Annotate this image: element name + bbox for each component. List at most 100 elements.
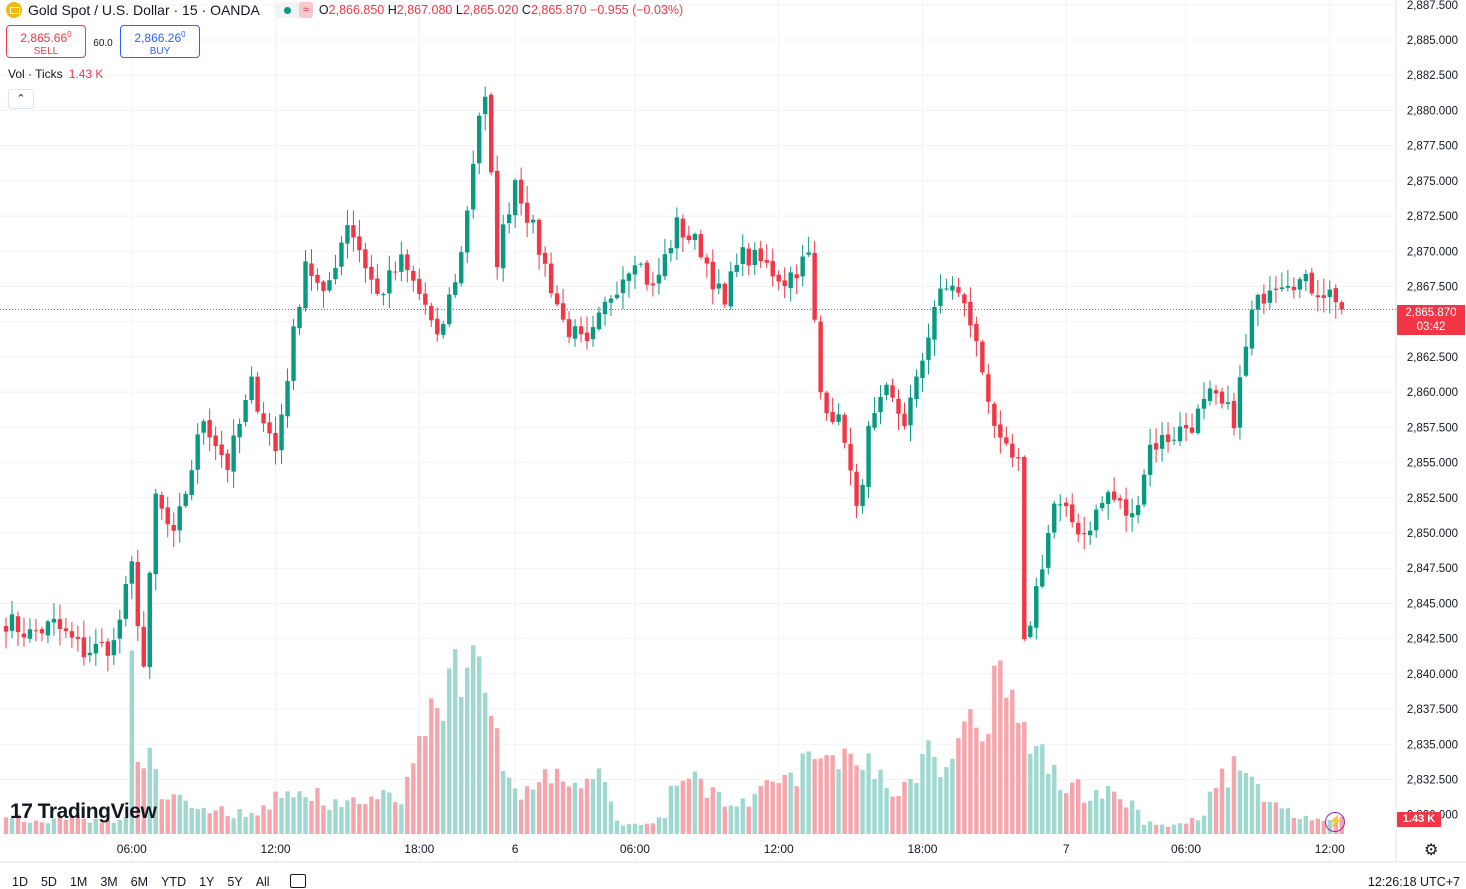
candle-body: [75, 636, 81, 639]
candle-body: [848, 444, 853, 471]
candle-body: [1315, 295, 1321, 298]
volume-bar: [57, 817, 63, 834]
candle-body: [596, 312, 602, 330]
candle-body: [213, 435, 218, 447]
clock[interactable]: 12:26:18 UTC+7: [1367, 875, 1460, 889]
candle-body: [1207, 388, 1213, 401]
range-button-all[interactable]: All: [255, 875, 270, 889]
candle-body: [740, 247, 745, 265]
volume-bar: [105, 819, 111, 834]
volume-label: Vol · Ticks: [8, 67, 63, 81]
candle-body: [1052, 503, 1057, 533]
volume-bar: [1034, 745, 1039, 834]
market-status-pill[interactable]: ≈: [275, 2, 313, 18]
time-axis-label: 12:00: [261, 842, 291, 856]
price-axis-label: 2,860.000: [1407, 387, 1458, 399]
candle-body: [974, 324, 979, 342]
candle-body: [429, 305, 434, 321]
volume-bar: [1111, 791, 1117, 834]
candle-body: [1004, 437, 1009, 444]
candle-body: [435, 318, 440, 335]
volume-bar: [429, 698, 434, 834]
candle-body: [1201, 398, 1207, 409]
chevron-up-icon: ⌃: [16, 93, 26, 105]
range-button-5y[interactable]: 5Y: [227, 875, 243, 889]
candle-body: [590, 327, 596, 340]
volume-bar: [1267, 801, 1273, 834]
candlesticks: [3, 86, 1344, 680]
range-button-1y[interactable]: 1Y: [199, 875, 215, 889]
volume-bar: [1249, 776, 1255, 834]
volume-bar: [632, 823, 638, 834]
volume-bar: [782, 774, 787, 834]
volume-bar: [602, 782, 608, 834]
volume-bar: [1099, 798, 1105, 834]
candle-body: [668, 248, 674, 254]
volume-bar: [776, 783, 781, 834]
candle-body: [141, 626, 146, 667]
volume-bar: [1225, 787, 1231, 834]
range-button-1m[interactable]: 1M: [69, 875, 88, 889]
range-button-5d[interactable]: 5D: [40, 875, 57, 889]
candle-body: [27, 629, 33, 639]
candle-body: [602, 301, 608, 315]
volume-bar: [1195, 820, 1201, 834]
range-button-1d[interactable]: 1D: [12, 875, 28, 889]
collapse-legend-button[interactable]: ⌃: [8, 89, 34, 109]
time-axis[interactable]: 06:00 12:00 18:00 6 06:00 12:00 18:00 7 06:00 12:…: [117, 842, 1345, 856]
candle-body: [806, 252, 811, 255]
sell-button[interactable]: 2,865.660 SELL: [6, 25, 86, 58]
range-button-6m[interactable]: 6M: [130, 875, 149, 889]
candle-body: [1267, 290, 1273, 303]
candle-body: [57, 619, 63, 629]
candle-body: [297, 306, 302, 329]
calendar-icon[interactable]: [290, 874, 306, 888]
lightning-icon[interactable]: ⚡: [1325, 812, 1345, 832]
volume-bar: [1046, 773, 1051, 834]
volume-bar: [536, 782, 542, 834]
candle-body: [1339, 302, 1344, 310]
candle-body: [1243, 346, 1249, 376]
volume-bar: [477, 656, 482, 834]
volume-bar: [788, 772, 793, 834]
volume-bar: [488, 715, 494, 834]
candle-body: [890, 385, 895, 398]
candle-body: [788, 272, 793, 289]
plot-background: [0, 0, 1396, 862]
tradingview-logo[interactable]: 17 TradingView: [10, 800, 157, 824]
volume-bar: [441, 720, 446, 834]
volume-bar: [51, 818, 57, 834]
volume-bar: [530, 789, 536, 834]
volume-bar: [980, 741, 985, 834]
gear-icon[interactable]: ⚙: [1424, 842, 1439, 859]
candle-body: [399, 254, 404, 272]
volume-bar: [39, 822, 45, 834]
volume-bar: [662, 818, 668, 834]
candle-body: [494, 170, 500, 268]
volume-legend[interactable]: Vol · Ticks 1.43 K: [8, 67, 103, 81]
candle-body: [381, 293, 386, 296]
volume-bar: [165, 799, 170, 834]
volume-bar: [716, 791, 722, 834]
open-label: O: [318, 3, 329, 17]
buy-button[interactable]: 2,866.260 BUY: [120, 25, 200, 58]
candle-body: [51, 618, 57, 623]
volume-bar: [465, 667, 470, 834]
price-axis-label: 2,845.000: [1407, 598, 1458, 610]
volume-bar: [740, 798, 745, 834]
volume-bar: [590, 778, 596, 834]
symbol-title[interactable]: Gold Spot / U.S. Dollar · 15 · OANDA: [28, 2, 260, 18]
range-button-3m[interactable]: 3M: [100, 875, 118, 889]
candle-body: [219, 444, 224, 456]
volume-bar: [393, 802, 398, 834]
range-button-ytd[interactable]: YTD: [161, 875, 187, 889]
volume-bar: [1237, 770, 1243, 834]
volume-bar: [321, 805, 326, 834]
candle-body: [530, 219, 536, 223]
volume-bar: [399, 804, 404, 834]
volume-bar: [794, 786, 799, 834]
price-axis[interactable]: 2,887.500 2,885.000 2,882.500 2,880.000 2,87…: [1407, 0, 1458, 822]
volume-bar: [974, 727, 979, 834]
volume-bar: [1297, 819, 1303, 834]
